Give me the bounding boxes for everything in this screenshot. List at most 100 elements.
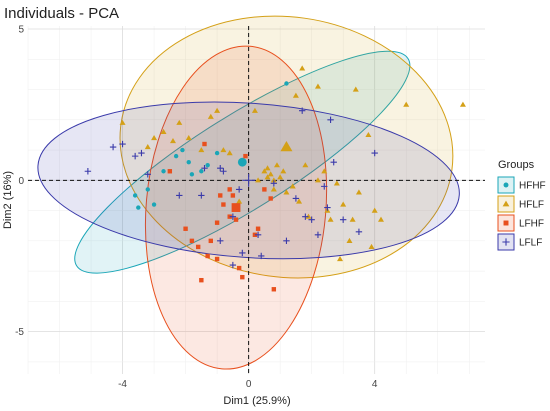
lflf-point [299,107,306,114]
hflf-point [459,101,466,107]
hfhf-point [214,150,220,156]
hfhf-point [151,202,157,207]
hflf-point [277,174,284,180]
lfhf-point [214,256,220,262]
lflf-point [229,213,237,220]
lflf-point [144,171,151,178]
lfhf-point [268,196,273,201]
lfhf-point [255,226,261,231]
hflf-point [283,189,290,195]
series-lflf [84,107,378,269]
legend-item-lflf: LFLF [497,233,542,251]
hflf-point [340,201,347,207]
hfhf-point [284,81,289,86]
y-tick-label: -5 [15,327,24,338]
lfhf-point [230,193,236,198]
legend-label: LFHF [519,219,544,230]
lflf-point [314,231,322,238]
lflf-point [235,186,243,193]
hflf-point [365,131,372,138]
x-axis-label: Dim1 (25.9%) [223,395,290,407]
hflf-point [198,147,205,153]
hflf-point [352,86,359,92]
lfhf-point [202,141,207,147]
hflf-point [296,198,303,204]
hflf-point [355,189,362,195]
lfhf-point [221,202,226,207]
hflf-point [264,174,271,180]
lfhf-point [205,253,210,259]
lfhf-point [218,193,223,198]
lflf-point [254,231,262,238]
hfhf-point [199,169,204,174]
lflf-point [270,180,278,187]
y-tick-label: 0 [18,176,24,187]
chart-title: Individuals - PCA [4,5,119,22]
y-axis-ticks: -5 0 5 [15,25,24,339]
hflf-point [169,137,176,144]
lfhf-point [243,153,248,159]
y-tick-label: 5 [18,25,24,36]
hflf-point [337,256,344,262]
hflf-point [270,186,277,192]
lflf-point [84,168,92,175]
legend-marker [503,220,509,226]
hflf-point [292,92,299,98]
lflf-point [176,192,183,199]
hflf-point [349,216,356,222]
hflf-point [226,150,233,156]
hflf-point [176,119,183,125]
hflf-point [299,65,306,71]
legend: Groups HFHF HFLF LFHF LFLF [497,159,546,251]
plot-background [28,26,485,374]
lflf-point [292,195,300,202]
hfhf-point [180,147,185,153]
lflf-point [330,158,337,166]
lfhf-point [214,220,220,225]
hfhf-point [136,205,141,210]
lflf-point [201,165,208,172]
hflf-point [327,216,334,222]
lflf-point [321,183,328,190]
lfhf-point [262,187,267,192]
series-hflf [119,65,466,262]
lflf-point [302,213,309,220]
legend-marker [502,200,510,207]
legend-title: Groups [498,159,535,171]
data-points [84,65,466,292]
lflf-point [339,216,347,223]
lfhf-point [189,238,195,244]
legend-item-hflf: HFLF [497,195,544,213]
reference-lines [28,26,485,374]
hflf-point [333,180,340,186]
hflf-point [160,128,167,135]
lflf-point [109,143,117,151]
legend-label: HFHF [519,181,546,192]
hflf-point [302,162,309,168]
hfhf-centroid [237,157,247,167]
lflf-centroid [242,173,256,187]
lfhf-point [240,274,245,280]
lfhf-point [195,244,201,250]
hfhf-point [189,172,195,177]
lflf-point [371,149,378,157]
hflf-point [403,101,410,107]
lflf-point [258,252,265,260]
x-tick-label: 0 [246,379,252,390]
legend-item-lfhf: LFHF [497,214,544,232]
hflf-point [214,107,221,113]
hflf-centroid [280,141,293,152]
lfhf-point [236,265,242,271]
hflf-point [280,168,287,174]
lfhf-point [233,217,239,222]
hflf-point [368,243,375,250]
lflf-point [229,261,237,269]
hflf-point [314,83,321,89]
lfhf-centroid [231,203,241,212]
hflf-point [377,216,384,222]
hflf-point [314,177,321,183]
lflf-point [239,249,246,257]
x-tick-label: 4 [372,379,378,390]
lflf-point [283,237,290,245]
hflf-point [270,177,277,183]
